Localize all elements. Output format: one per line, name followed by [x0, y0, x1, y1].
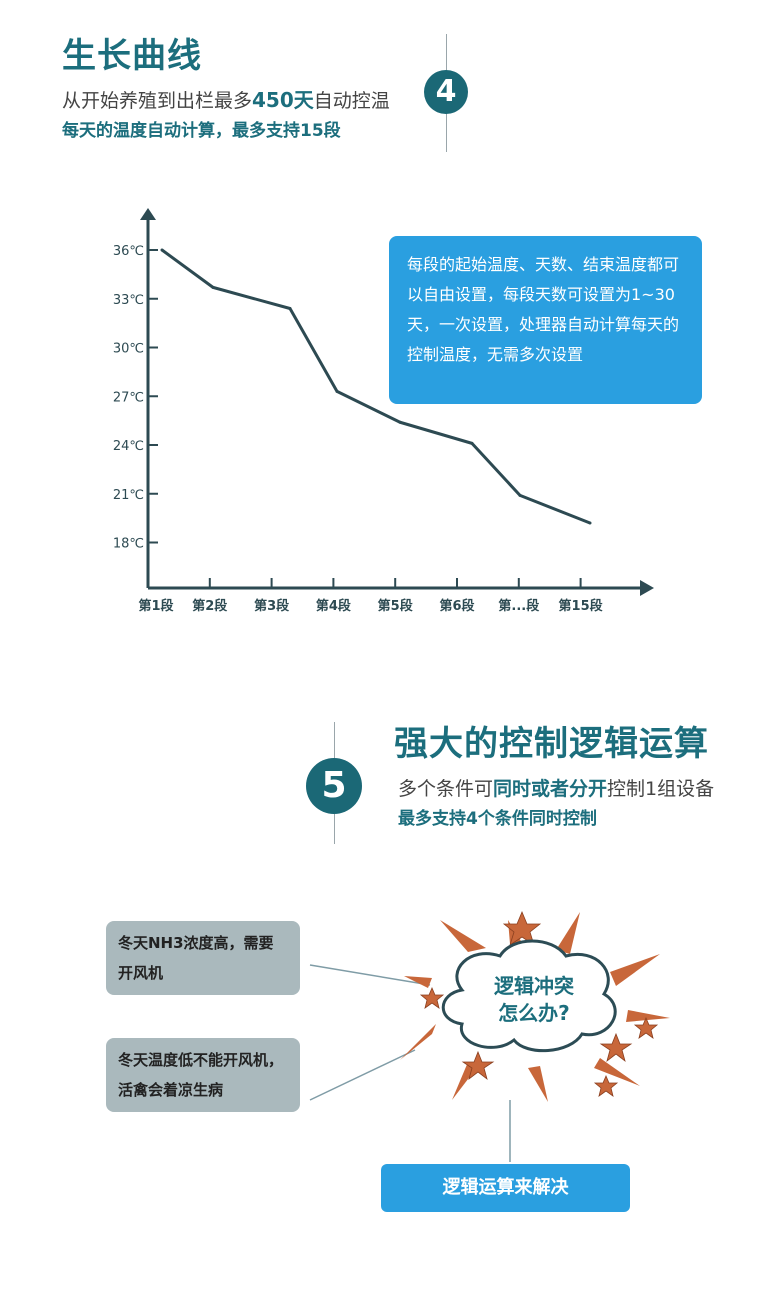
growth-curve-chart: 36℃ 33℃ 30℃ 27℃ 24℃ 21℃ 18℃ 第1段 第2段 第3段 第4段 第5段 第6段 第…	[113, 208, 654, 614]
condition-box-1: 冬天NH3浓度高，需要开风机	[106, 921, 300, 995]
burst-text-line2: 怎么办?	[498, 1001, 570, 1025]
section5-line1-text: 多个条件可	[398, 778, 494, 800]
x-tick-label: 第4段	[316, 598, 351, 614]
conflict-illustration: 逻辑冲突 怎么办?	[309, 910, 670, 1162]
y-tick-label: 33℃	[113, 293, 144, 308]
section4-line1-text-end: 自动控温	[313, 90, 390, 112]
x-tick-label: 第6段	[439, 598, 474, 614]
solution-button[interactable]: 逻辑运算来解决	[381, 1164, 630, 1212]
burst-stars	[419, 910, 659, 1097]
connector-line	[309, 964, 431, 986]
data-point	[335, 389, 339, 393]
y-tick-label: 30℃	[113, 342, 144, 357]
y-tick-label: 36℃	[113, 244, 144, 259]
data-point	[398, 420, 402, 424]
data-point	[288, 307, 292, 310]
x-tick-label: 第3段	[254, 598, 289, 614]
x-tick-label: 第1段	[138, 598, 173, 614]
burst-spikes	[400, 912, 670, 1102]
connector-line	[309, 1049, 416, 1101]
condition-box-2: 冬天温度低不能开风机，活禽会着凉生病	[106, 1038, 300, 1112]
series-line	[161, 248, 591, 525]
section4-line1-text: 从开始养殖到出栏最多	[62, 90, 253, 112]
burst-cloud	[441, 939, 617, 1053]
data-point	[211, 285, 215, 289]
section4-line2: 每天的温度自动计算，最多支持15段	[62, 121, 341, 141]
y-tick-label: 24℃	[113, 439, 144, 454]
section4-line1-highlight: 450天	[252, 88, 314, 112]
info-box: 每段的起始温度、天数、结束温度都可以自由设置，每段天数可设置为1~30天，一次设…	[389, 236, 702, 404]
y-tick-label: 27℃	[113, 390, 144, 405]
section4-number-badge: 4	[424, 70, 468, 114]
data-point	[470, 441, 474, 445]
section5-line1-highlight: 同时或者分开	[493, 778, 608, 800]
x-tick-label: 第2段	[192, 598, 227, 614]
x-tick-label: 第15段	[559, 598, 603, 614]
section5-line1: 多个条件可同时或者分开控制1组设备	[398, 774, 714, 801]
x-axis-arrow	[640, 580, 654, 596]
section4-title: 生长曲线	[62, 36, 202, 76]
x-tick-label: 第5段	[378, 598, 413, 614]
data-point	[160, 248, 164, 252]
section5-number-badge: 5	[306, 758, 362, 814]
section5-line1-text-end: 控制1组设备	[607, 778, 715, 800]
y-axis-arrow	[140, 208, 156, 220]
burst-text-line1: 逻辑冲突	[494, 974, 574, 998]
y-tick-label: 18℃	[113, 537, 144, 552]
section5-line2: 最多支持4个条件同时控制	[398, 809, 597, 829]
data-point	[588, 521, 592, 525]
section5-title: 强大的控制逻辑运算	[394, 724, 709, 764]
y-tick-label: 21℃	[113, 488, 144, 503]
section4-line1: 从开始养殖到出栏最多450天自动控温	[62, 84, 390, 113]
data-point	[518, 493, 522, 497]
x-tick-label: 第...段	[498, 598, 539, 614]
